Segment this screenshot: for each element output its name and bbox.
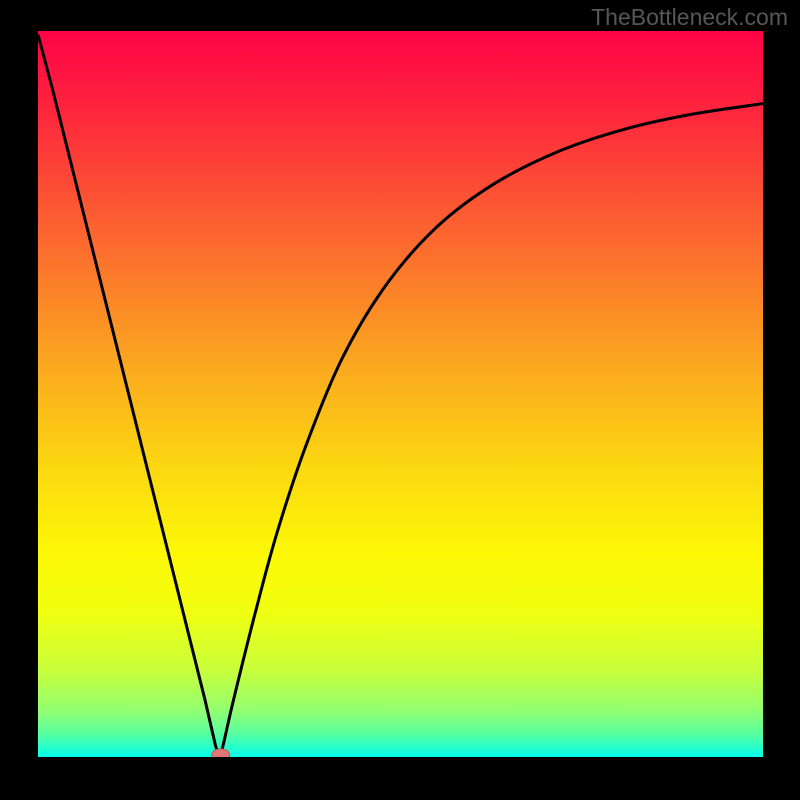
watermark-text: TheBottleneck.com <box>591 4 788 31</box>
gradient-plot-area <box>38 31 763 757</box>
bottleneck-curve-chart <box>0 0 800 800</box>
chart-container: TheBottleneck.com <box>0 0 800 800</box>
